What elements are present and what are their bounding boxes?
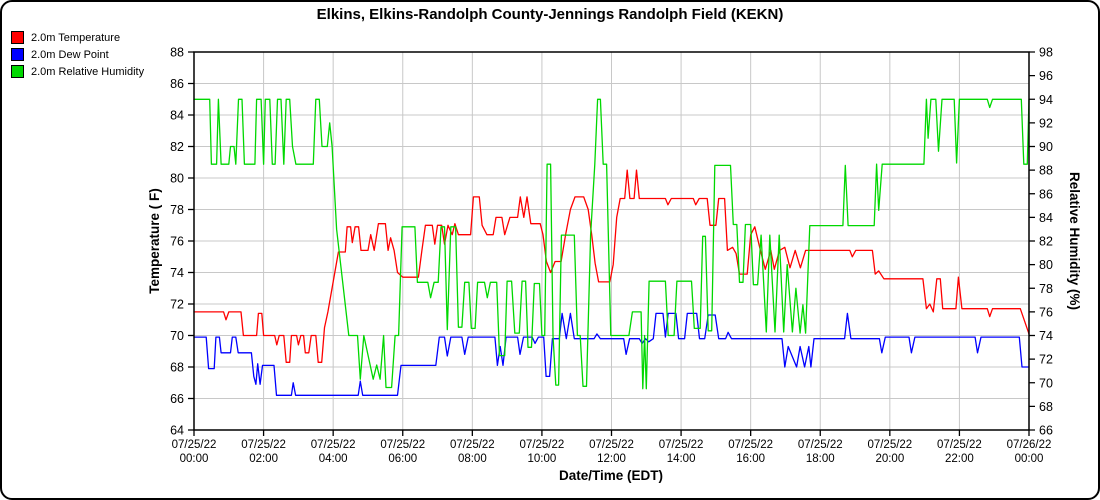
right-tick-label: 82 [1039, 235, 1053, 249]
right-tick-label: 70 [1039, 376, 1053, 390]
x-tick-date: 07/25/22 [798, 439, 843, 451]
x-tick-time: 00:00 [180, 453, 209, 465]
x-tick-time: 00:00 [1015, 453, 1044, 465]
legend-item-dew-point: 2.0m Dew Point [11, 46, 144, 63]
x-tick-date: 07/25/22 [311, 439, 356, 451]
right-tick-label: 84 [1039, 211, 1053, 225]
x-tick-date: 07/25/22 [937, 439, 982, 451]
right-tick-label: 92 [1039, 116, 1053, 130]
left-tick-label: 70 [170, 329, 184, 343]
legend-label-relative-humidity: 2.0m Relative Humidity [31, 65, 145, 78]
right-tick-label: 68 [1039, 400, 1053, 414]
legend: 2.0m Temperature 2.0m Dew Point 2.0m Rel… [11, 29, 144, 80]
x-tick-time: 20:00 [875, 453, 904, 465]
x-tick-time: 04:00 [319, 453, 348, 465]
legend-item-relative-humidity: 2.0m Relative Humidity [11, 63, 144, 80]
x-tick-time: 12:00 [597, 453, 626, 465]
legend-label-dew-point: 2.0m Dew Point [31, 48, 109, 61]
right-tick-label: 94 [1039, 93, 1053, 107]
legend-label-temperature: 2.0m Temperature [31, 31, 121, 44]
x-tick-date: 07/25/22 [728, 439, 773, 451]
chart-title: Elkins, Elkins-Randolph County-Jennings … [316, 6, 784, 23]
x-tick-date: 07/25/22 [589, 439, 634, 451]
left-tick-label: 74 [170, 266, 184, 280]
left-tick-label: 84 [170, 109, 184, 123]
x-tick-date: 07/25/22 [380, 439, 425, 451]
right-tick-label: 76 [1039, 305, 1053, 319]
right-tick-label: 96 [1039, 69, 1053, 83]
left-tick-label: 80 [170, 172, 184, 186]
x-axis-title: Date/Time (EDT) [559, 468, 663, 483]
right-tick-label: 80 [1039, 258, 1053, 272]
right-tick-label: 72 [1039, 353, 1053, 367]
x-tick-date: 07/25/22 [659, 439, 704, 451]
2-0m-temperature-line [193, 169, 1030, 363]
x-tick-time: 10:00 [528, 453, 557, 465]
series-lines [193, 98, 1030, 396]
right-tick-label: 78 [1039, 282, 1053, 296]
relative-humidity-swatch-icon [11, 65, 24, 78]
axis-ticks-and-labels: 64 66 68 70 72 74 76 78 80 82 84 86 88 66 68 70 72 74 76 78… [170, 46, 1053, 466]
x-tick-date: 07/25/22 [520, 439, 565, 451]
legend-item-temperature: 2.0m Temperature [11, 29, 144, 46]
x-tick-time: 22:00 [945, 453, 974, 465]
left-tick-label: 64 [170, 424, 184, 438]
x-tick-time: 08:00 [458, 453, 487, 465]
x-tick-date: 07/25/22 [867, 439, 912, 451]
dew-point-swatch-icon [11, 48, 24, 61]
left-tick-label: 66 [170, 392, 184, 406]
x-tick-time: 18:00 [806, 453, 835, 465]
left-tick-label: 76 [170, 235, 184, 249]
x-tick-time: 14:00 [667, 453, 696, 465]
left-tick-label: 82 [170, 140, 184, 154]
right-tick-label: 74 [1039, 329, 1053, 343]
right-tick-label: 90 [1039, 140, 1053, 154]
left-tick-label: 86 [170, 77, 184, 91]
left-tick-label: 68 [170, 361, 184, 375]
x-tick-time: 06:00 [388, 453, 417, 465]
left-tick-label: 78 [170, 203, 184, 217]
right-tick-label: 98 [1039, 46, 1053, 60]
left-tick-label: 72 [170, 298, 184, 312]
2-0m-relative-humidity-line [193, 98, 1030, 390]
left-tick-label: 88 [170, 46, 184, 60]
x-tick-time: 02:00 [249, 453, 278, 465]
x-tick-date: 07/26/22 [1007, 439, 1052, 451]
x-tick-time: 16:00 [736, 453, 765, 465]
x-tick-date: 07/25/22 [172, 439, 217, 451]
right-axis-title: Relative Humidity (%) [1067, 172, 1082, 310]
2-0m-dew-point-line [193, 312, 1030, 396]
temperature-swatch-icon [11, 31, 24, 44]
left-axis-title: Temperature ( F) [147, 188, 162, 294]
right-tick-label: 66 [1039, 424, 1053, 438]
right-tick-label: 86 [1039, 187, 1053, 201]
x-tick-date: 07/25/22 [450, 439, 495, 451]
x-tick-date: 07/25/22 [241, 439, 286, 451]
right-tick-label: 88 [1039, 164, 1053, 178]
